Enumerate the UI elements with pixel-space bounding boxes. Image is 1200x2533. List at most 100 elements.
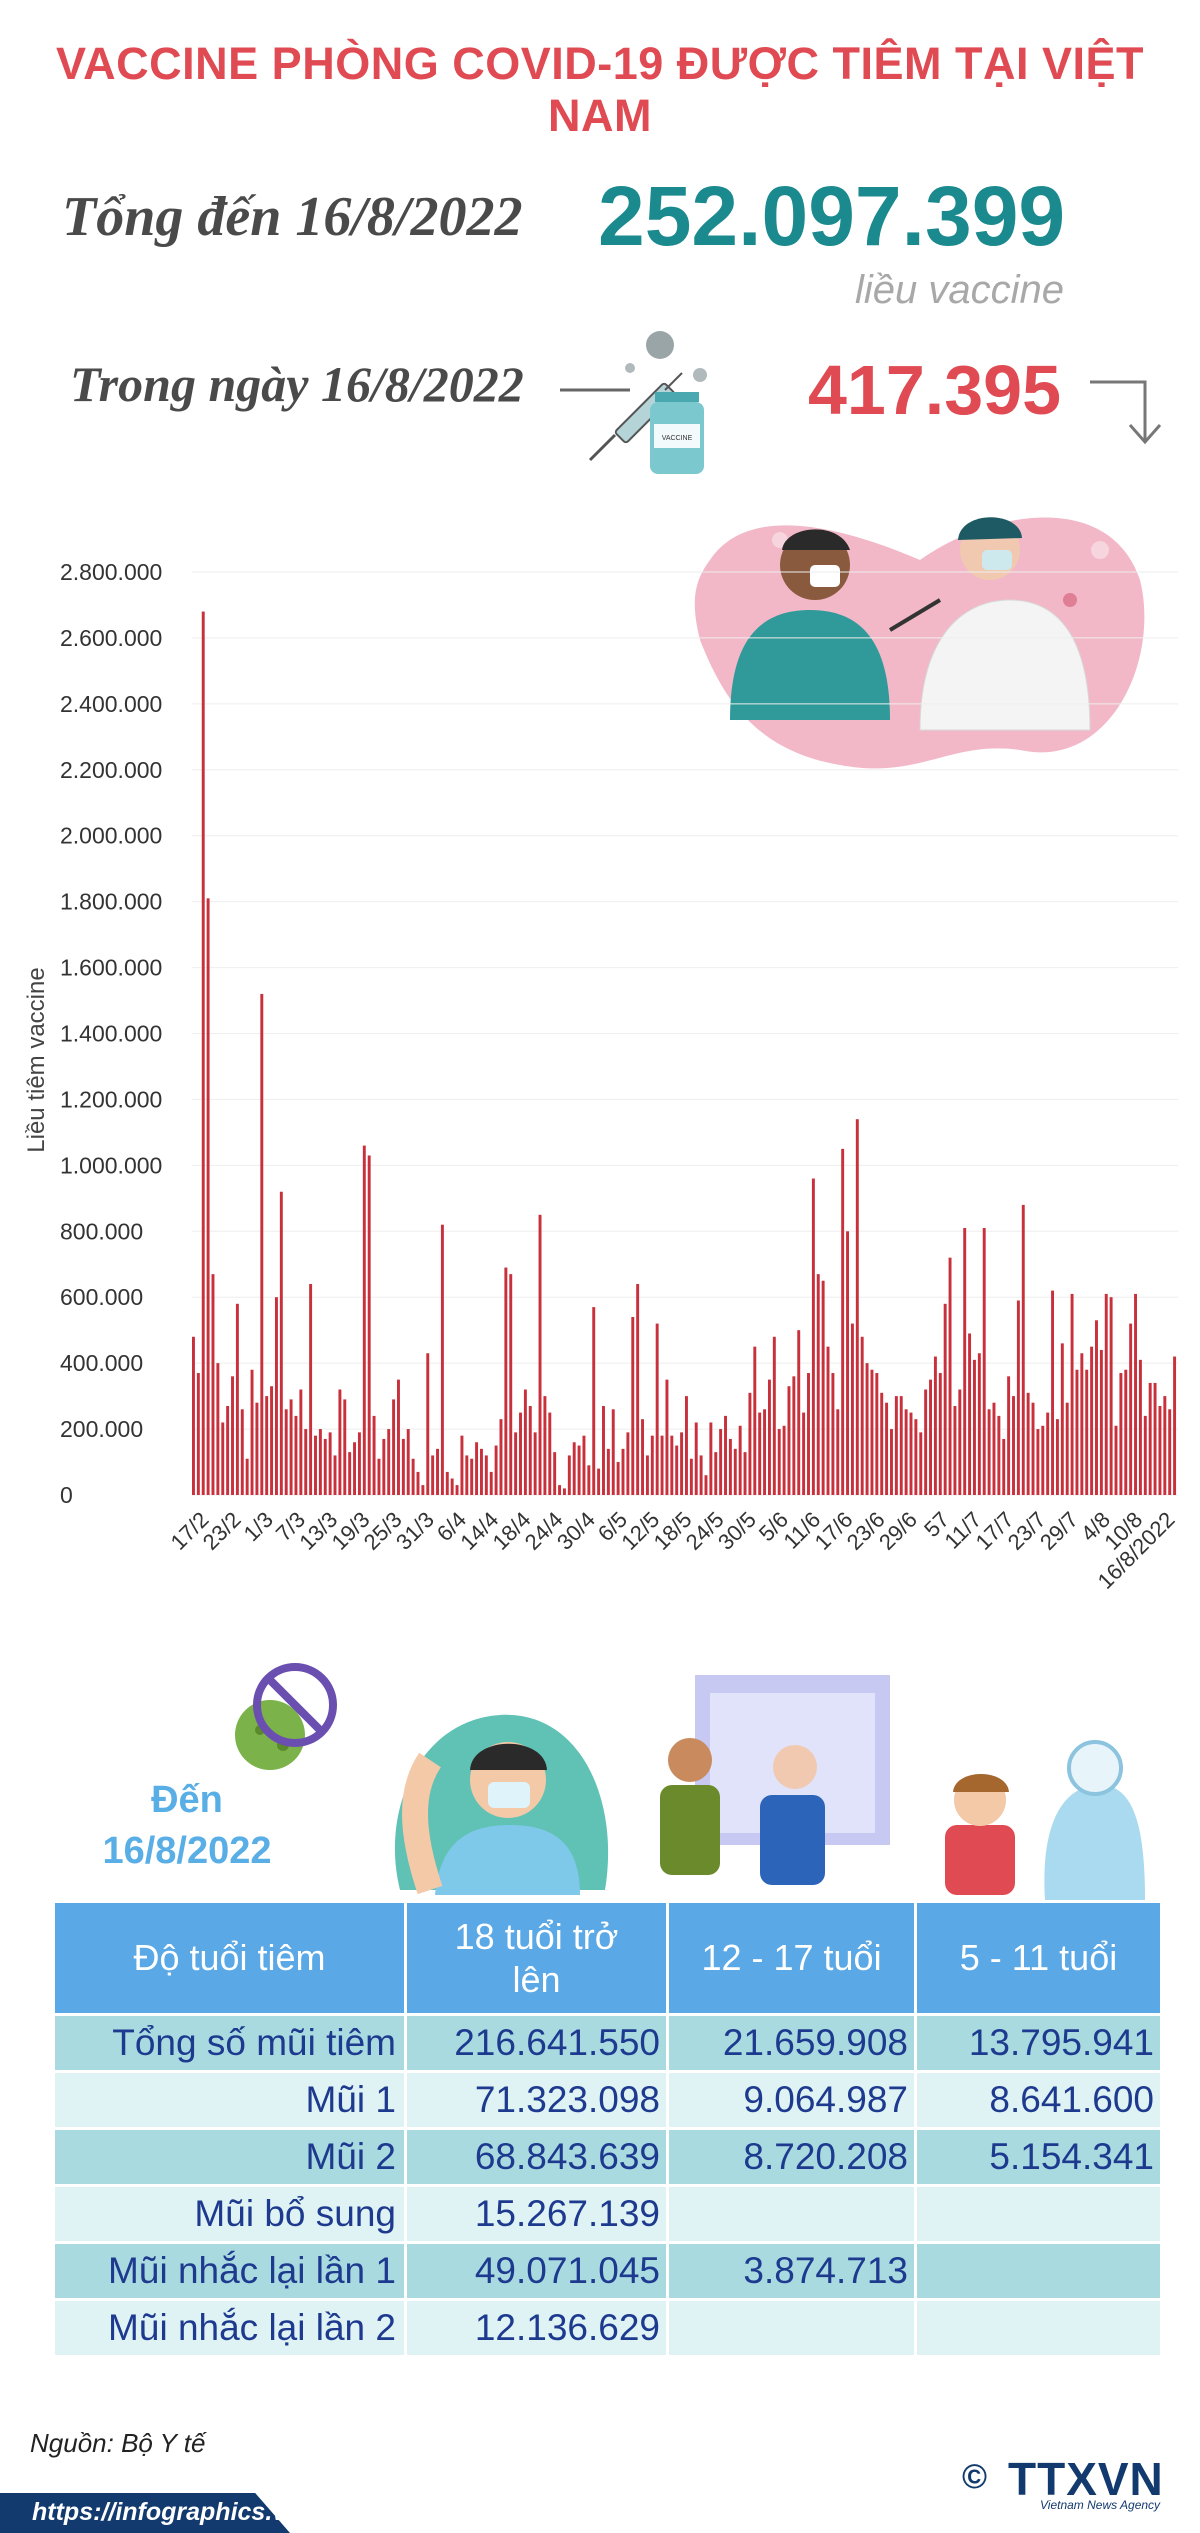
bar bbox=[767, 1379, 771, 1496]
bar bbox=[411, 1458, 415, 1495]
bar bbox=[231, 1376, 234, 1495]
bar bbox=[807, 1373, 810, 1495]
bar bbox=[460, 1435, 464, 1495]
bar bbox=[274, 1297, 278, 1495]
bar bbox=[689, 1458, 693, 1495]
x-tick-label: 29/6 bbox=[874, 1507, 922, 1555]
bar bbox=[543, 1396, 547, 1495]
table-cell: 216.641.550 bbox=[404, 2013, 669, 2073]
bar bbox=[250, 1369, 254, 1495]
adult-figure-illustration bbox=[394, 1714, 609, 1895]
bar bbox=[1002, 1438, 1006, 1495]
y-axis-label: Liều tiêm vaccine bbox=[23, 967, 50, 1152]
y-tick-label: 1.000.000 bbox=[60, 1152, 162, 1178]
bar bbox=[489, 1471, 493, 1495]
bar bbox=[787, 1386, 791, 1495]
table-row: Mũi nhắc lại lần 2 12.136.629 bbox=[52, 2298, 1163, 2358]
bar bbox=[333, 1455, 337, 1495]
y-tick-label: 2.600.000 bbox=[60, 625, 162, 651]
table-cell: 15.267.139 bbox=[404, 2184, 669, 2244]
bar bbox=[636, 1284, 640, 1495]
bar bbox=[616, 1462, 620, 1495]
bar bbox=[1012, 1396, 1015, 1495]
bar bbox=[1051, 1290, 1055, 1495]
bar bbox=[836, 1409, 840, 1495]
bar bbox=[968, 1333, 972, 1495]
bar bbox=[982, 1227, 986, 1495]
bar bbox=[284, 1409, 288, 1495]
bar bbox=[680, 1432, 684, 1495]
y-tick-label: 400.000 bbox=[60, 1350, 143, 1376]
day-label: Trong ngày 16/8/2022 bbox=[70, 356, 524, 412]
doctor-figure bbox=[919, 517, 1091, 731]
bar bbox=[860, 1336, 864, 1495]
table-row: Mũi bổ sung 15.267.139 bbox=[52, 2184, 1163, 2244]
bar bbox=[875, 1373, 879, 1495]
bar bbox=[499, 1419, 503, 1495]
bar bbox=[426, 1353, 430, 1495]
bar bbox=[440, 1224, 444, 1495]
footer-url[interactable]: https://infographics.vn bbox=[32, 2498, 302, 2526]
y-tick-label: 0 bbox=[60, 1482, 73, 1508]
bar bbox=[1119, 1373, 1123, 1495]
row-label: Mũi 1 bbox=[52, 2070, 407, 2130]
bar bbox=[367, 1155, 371, 1495]
bar bbox=[1148, 1382, 1152, 1495]
bar bbox=[309, 1284, 313, 1495]
bar bbox=[533, 1432, 537, 1495]
bar bbox=[802, 1412, 806, 1495]
table-cell: 8.720.208 bbox=[666, 2127, 917, 2187]
bar bbox=[611, 1409, 615, 1495]
table-body: Tổng số mũi tiêm 216.641.550 21.659.908 13.… bbox=[52, 2013, 1163, 2358]
row-label: Mũi 2 bbox=[52, 2127, 407, 2187]
bar bbox=[357, 1432, 361, 1495]
x-tick-label: 30/4 bbox=[552, 1507, 600, 1555]
row-label: Mũi bổ sung bbox=[52, 2184, 407, 2244]
svg-text:VACCINE: VACCINE bbox=[662, 435, 693, 442]
bar bbox=[562, 1488, 566, 1495]
bar bbox=[699, 1455, 703, 1495]
bar bbox=[514, 1432, 518, 1495]
copyright-icon: © bbox=[962, 2458, 988, 2496]
teen-vaccination-illustration bbox=[660, 1675, 890, 1885]
bar bbox=[484, 1455, 488, 1495]
table-cell: 5.154.341 bbox=[914, 2127, 1163, 2187]
bar bbox=[445, 1471, 449, 1495]
bar bbox=[1124, 1369, 1128, 1495]
bar bbox=[606, 1448, 610, 1495]
bar bbox=[1041, 1425, 1045, 1495]
bar bbox=[704, 1475, 708, 1495]
bar bbox=[255, 1402, 259, 1495]
table-row: Mũi nhắc lại lần 1 49.071.045 3.874.713 bbox=[52, 2241, 1163, 2301]
bar bbox=[1026, 1392, 1030, 1495]
bar bbox=[318, 1429, 322, 1495]
table-cell bbox=[914, 2298, 1163, 2358]
bar bbox=[201, 611, 205, 1495]
bar bbox=[1046, 1412, 1050, 1495]
bar bbox=[382, 1438, 386, 1495]
bar bbox=[401, 1438, 405, 1495]
y-tick-label: 1.200.000 bbox=[60, 1086, 162, 1112]
bar bbox=[626, 1432, 630, 1495]
table-cell: 71.323.098 bbox=[404, 2070, 669, 2130]
bar bbox=[870, 1369, 874, 1495]
bar bbox=[655, 1323, 659, 1495]
bar bbox=[436, 1448, 439, 1495]
bar bbox=[1007, 1376, 1011, 1495]
bar bbox=[279, 1191, 283, 1495]
bar bbox=[504, 1267, 508, 1495]
brand-subtitle: Vietnam News Agency bbox=[1040, 2498, 1161, 2512]
bar bbox=[645, 1455, 649, 1495]
bar bbox=[1143, 1415, 1147, 1495]
bar bbox=[963, 1227, 967, 1495]
table-cell: 9.064.987 bbox=[666, 2070, 917, 2130]
table-cell: 49.071.045 bbox=[404, 2241, 669, 2301]
bar bbox=[738, 1425, 742, 1495]
source-note: Nguồn: Bộ Y tế bbox=[30, 2428, 206, 2458]
bar bbox=[792, 1376, 796, 1495]
y-tick-label: 2.000.000 bbox=[60, 823, 162, 849]
bar bbox=[348, 1452, 352, 1495]
child-vaccination-illustration bbox=[945, 1740, 1145, 1900]
bar bbox=[192, 1336, 195, 1495]
y-tick-label: 800.000 bbox=[60, 1218, 143, 1244]
